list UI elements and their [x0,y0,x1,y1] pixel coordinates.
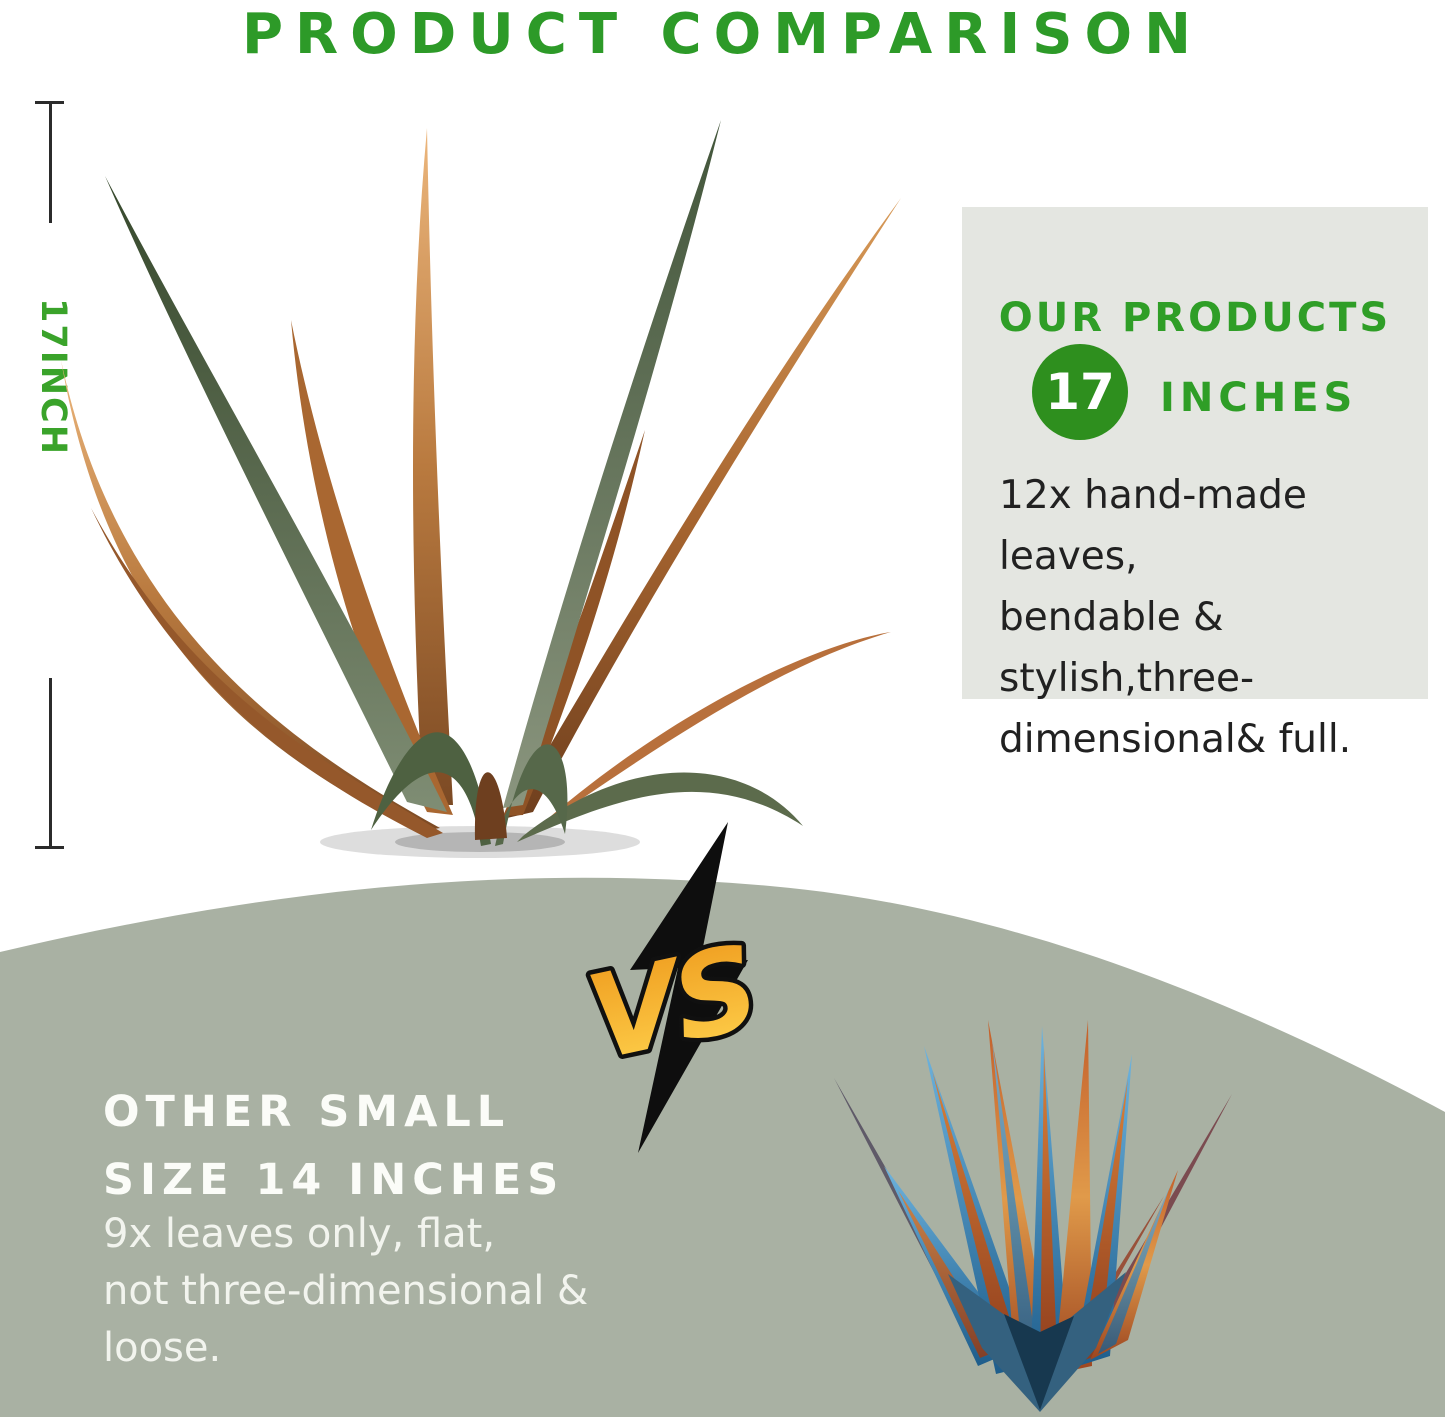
our-product-panel: OUR PRODUCTS 17 INCHES 12x hand-made lea… [962,207,1428,762]
copper-arc-leaves [61,360,891,838]
green-front-leaves [371,732,803,846]
heading-line: SIZE 14 INCHES [103,1155,565,1205]
small-plant-leaves [884,1020,1178,1380]
description-line: 9x leaves only, flat, [103,1211,496,1257]
description-line: loose. [103,1325,222,1371]
description-line: 12x hand-made leaves, [999,473,1307,579]
small-plant-base [948,1272,1126,1412]
other-product-heading: OTHER SMALL SIZE 14 INCHES [103,1078,564,1214]
green-spike-leaves [105,120,721,812]
description-line: bendable & stylish,three- [999,595,1255,701]
copper-back-leaves [291,128,901,818]
vs-label: VS [577,920,767,1086]
heading-line: OTHER SMALL [103,1087,511,1137]
our-product-heading: OUR PRODUCTS [998,295,1392,341]
description-line: not three-dimensional & [103,1268,589,1314]
vs-badge: VS [572,822,771,1153]
measure-tick-bottom [35,846,64,849]
page-title: PRODUCT COMPARISON [242,2,1203,67]
size-badge-value: 17 [1045,363,1115,421]
size-badge-circle: 17 [1032,344,1128,440]
size-badge-unit: INCHES [1160,375,1358,421]
measure-tick-top [35,101,64,104]
other-product-description: 9x leaves only, flat, not three-dimensio… [103,1206,588,1377]
lightning-bolt-icon [630,822,748,1153]
measure-line-bottom [49,678,52,848]
description-line: dimensional& full. [999,717,1352,762]
measure-line-top [49,103,52,223]
small-product-image [834,1020,1232,1412]
large-product-image [61,120,901,858]
our-product-description: 12x hand-made leaves, bendable & stylish… [999,465,1409,770]
